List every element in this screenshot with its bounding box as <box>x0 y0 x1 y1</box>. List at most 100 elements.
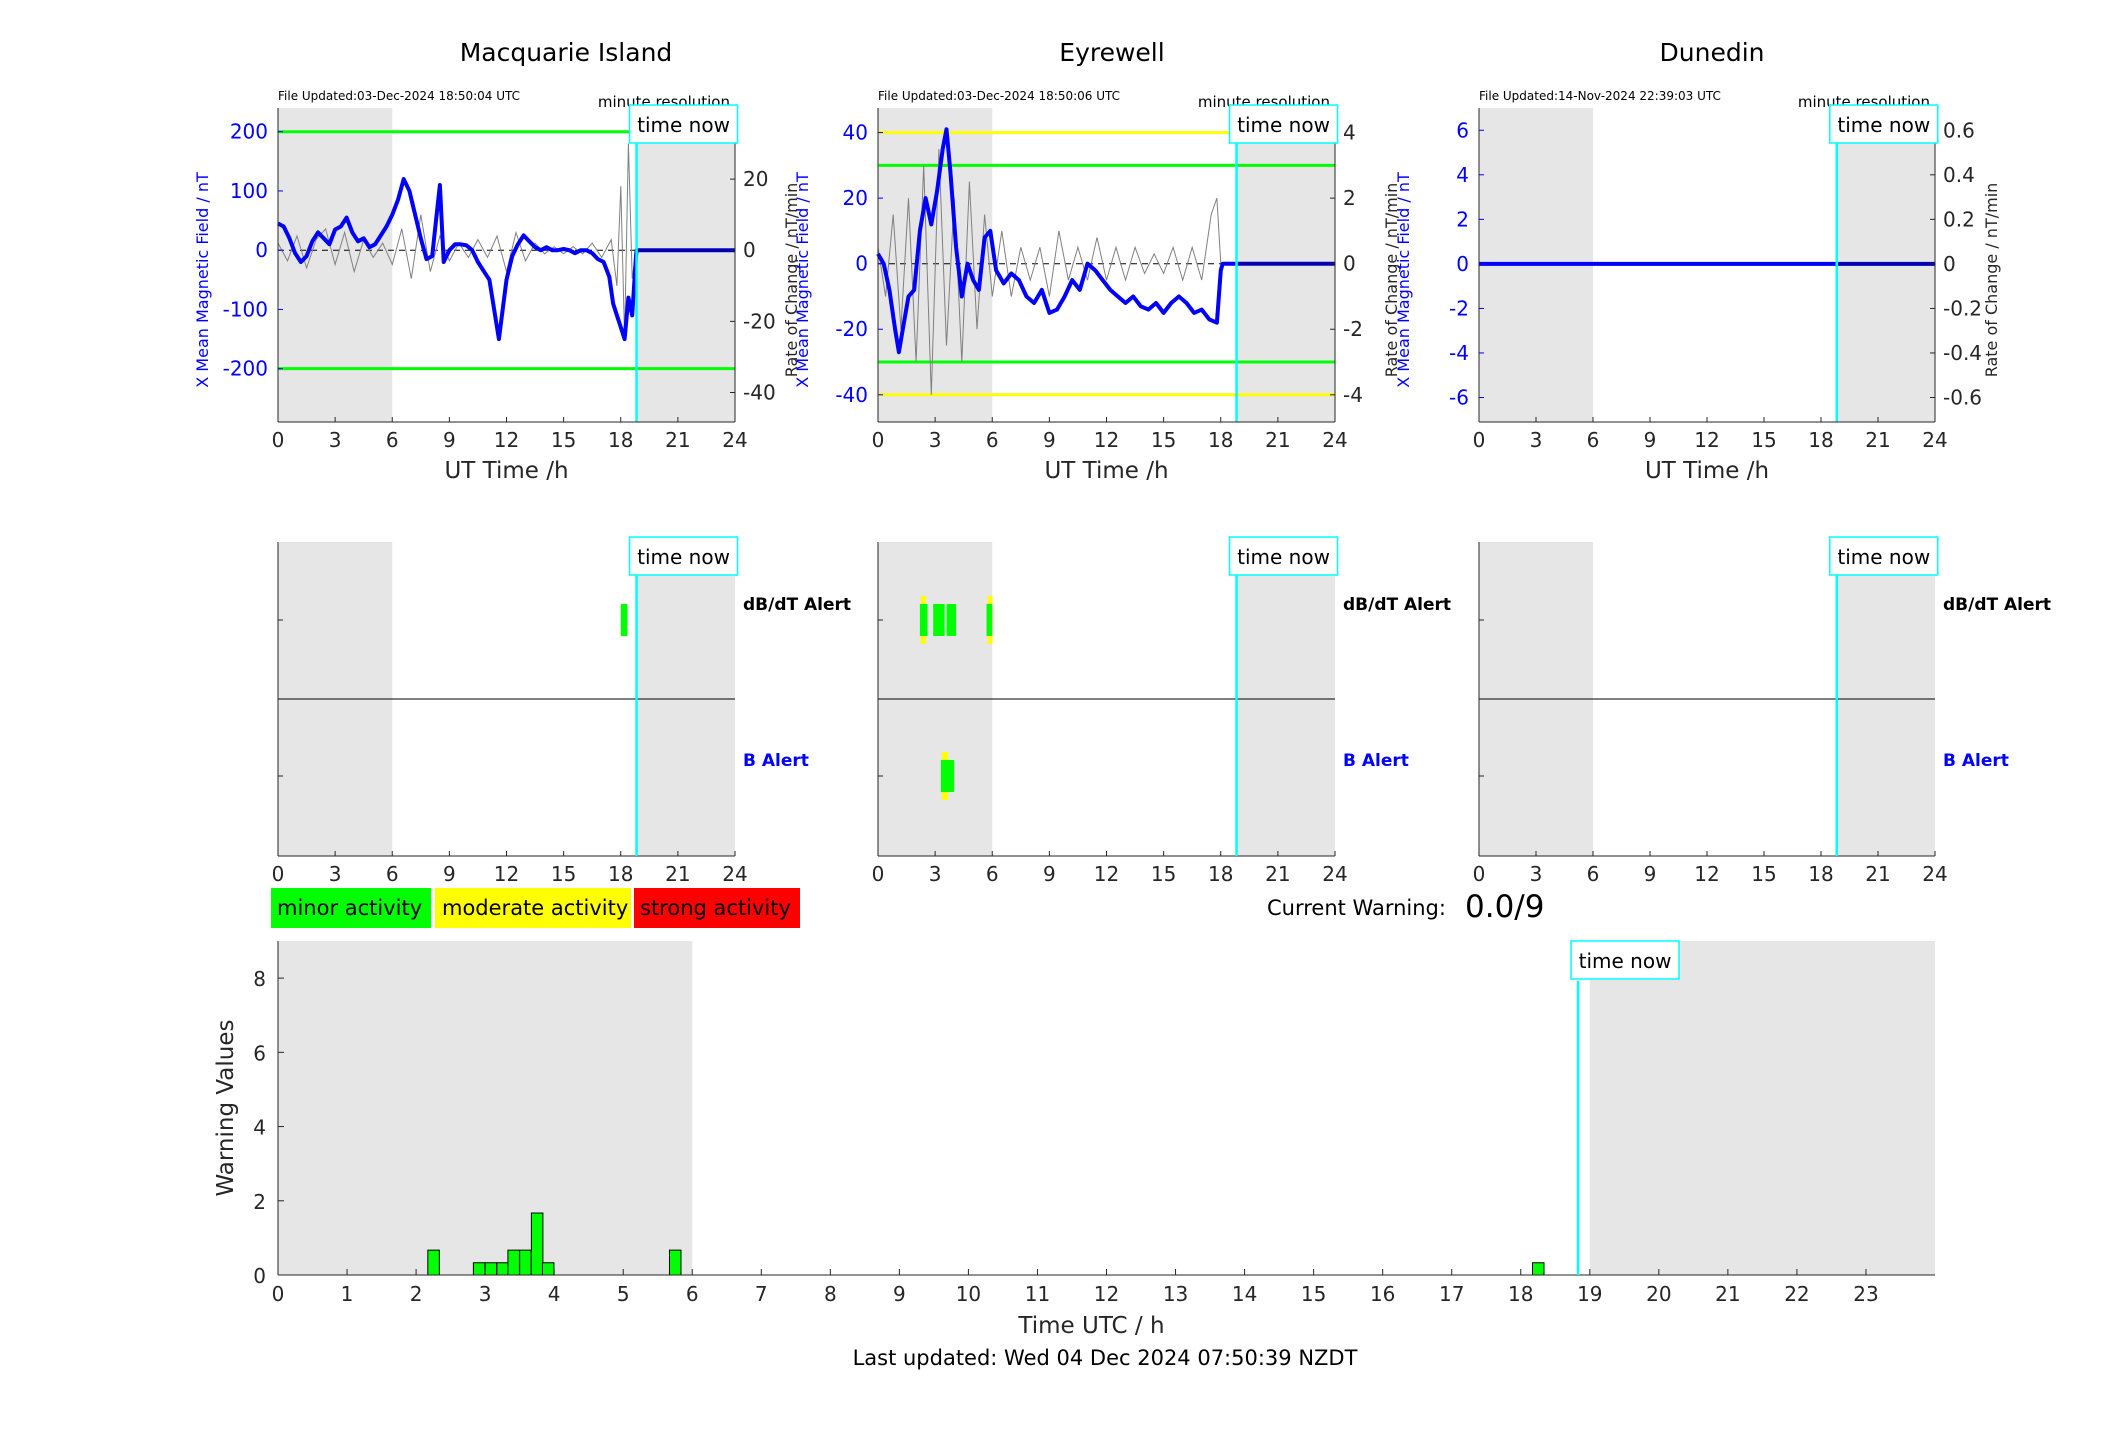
left-tick-label-macquarie-4: 200 <box>230 120 268 144</box>
bottom-night-shade-1 <box>1589 941 1935 1275</box>
bottom-x-tick-label-12: 12 <box>1094 1282 1119 1306</box>
file-updated-dunedin: File Updated:14-Nov-2024 22:39:03 UTC <box>1479 89 1721 103</box>
time-now-box-mid-eyrewell <box>1228 536 1339 576</box>
right-axis-label-macquarie: Rate of Change / nT/min <box>782 183 801 378</box>
alert-x-tick-label-macquarie-5: 15 <box>551 862 576 886</box>
x-tick-label-eyrewell-6: 18 <box>1208 428 1233 452</box>
alert-x-tick-label-macquarie-3: 9 <box>443 862 456 886</box>
x-tick-label-eyrewell-0: 0 <box>872 428 885 452</box>
field-series-macquarie <box>277 177 735 342</box>
x-tick-label-eyrewell-8: 24 <box>1322 428 1347 452</box>
right-tick-label-dunedin-3: 0 <box>1943 252 1956 276</box>
left-tick-label-dunedin-3: 0 <box>1456 252 1469 276</box>
alert-panel-macquarie: dB/dT Alert B Alert 0 3 6 9 12 15 18 21 24 time now <box>272 536 851 886</box>
x-tick-label-macquarie-7: 21 <box>665 428 690 452</box>
warning-bar-0 <box>427 1249 440 1276</box>
current-warning-value: 0.0/9 <box>1465 889 1544 925</box>
alert-x-tick-label-eyrewell-7: 21 <box>1265 862 1290 886</box>
alert-x-tick-label-eyrewell-2: 6 <box>986 862 999 886</box>
alert-x-tick-label-eyrewell-4: 12 <box>1094 862 1119 886</box>
legend-minor-label: minor activity <box>277 896 422 920</box>
bottom-y-tick-label-0: 0 <box>253 1264 266 1288</box>
time-now-label-bottom: time now <box>1579 949 1672 973</box>
x-axis-label-dunedin: UT Time /h <box>1645 458 1769 484</box>
alert-x-tick-label-eyrewell-3: 9 <box>1043 862 1056 886</box>
right-tick-label-macquarie-2: 0 <box>743 238 756 262</box>
alert-x-tick-label-dunedin-4: 12 <box>1694 862 1719 886</box>
left-tick-label-dunedin-5: 4 <box>1456 163 1469 187</box>
left-tick-label-dunedin-4: 2 <box>1456 207 1469 231</box>
left-tick-label-eyrewell-2: 0 <box>855 252 868 276</box>
legend-strong-swatch <box>634 888 800 928</box>
right-tick-label-eyrewell-1: -2 <box>1343 317 1363 341</box>
bottom-x-tick-label-2: 2 <box>410 1282 423 1306</box>
left-axis-label-macquarie: X Mean Magnetic Field / nT <box>193 172 212 388</box>
left-tick-label-macquarie-1: -100 <box>223 297 268 321</box>
alert-x-tick-label-dunedin-0: 0 <box>1473 862 1486 886</box>
bottom-x-tick-label-13: 13 <box>1163 1282 1188 1306</box>
left-tick-label-eyrewell-1: -20 <box>835 317 868 341</box>
x-tick-label-macquarie-6: 18 <box>608 428 633 452</box>
warning-bar-7 <box>541 1262 555 1276</box>
station-title-dunedin: Dunedin <box>1660 38 1765 67</box>
right-tick-label-eyrewell-4: 4 <box>1343 121 1356 145</box>
bottom-x-tick-label-5: 5 <box>617 1282 630 1306</box>
dbdt-alert-eyrewell-3 <box>986 604 993 636</box>
warning-bar-1 <box>472 1262 486 1276</box>
bottom-y-tick-label-1: 2 <box>253 1190 266 1214</box>
x-tick-label-macquarie-5: 15 <box>551 428 576 452</box>
right-tick-label-macquarie-3: 20 <box>743 167 768 191</box>
warning-bar-3 <box>496 1262 509 1276</box>
warning-bar-6 <box>530 1212 544 1276</box>
bottom-x-tick-label-11: 11 <box>1025 1282 1050 1306</box>
x-tick-label-macquarie-8: 24 <box>722 428 747 452</box>
x-tick-label-macquarie-3: 9 <box>443 428 456 452</box>
night-shade-macquarie-1 <box>636 108 735 422</box>
left-tick-label-dunedin-0: -6 <box>1449 386 1469 410</box>
time-now-box-top-eyrewell <box>1228 104 1339 144</box>
x-tick-label-eyrewell-2: 6 <box>986 428 999 452</box>
alert-x-tick-label-macquarie-6: 18 <box>608 862 633 886</box>
legend-moderate-swatch <box>435 888 631 928</box>
warning-bar-2 <box>484 1262 498 1276</box>
bottom-y-tick-label-4: 8 <box>253 967 266 991</box>
dbdt-alert-eyrewell-1 <box>933 604 945 636</box>
x-axis-label-macquarie: UT Time /h <box>444 458 568 484</box>
dbdt-alert-eyrewell-2 <box>946 604 957 636</box>
alert-x-tick-label-macquarie-0: 0 <box>272 862 285 886</box>
right-tick-label-eyrewell-2: 0 <box>1343 252 1356 276</box>
time-now-box-mid-macquarie <box>628 536 739 576</box>
last-updated: Last updated: Wed 04 Dec 2024 07:50:39 N… <box>853 1346 1358 1370</box>
time-now-box-mid-dunedin <box>1829 536 1939 576</box>
bottom-x-tick-label-17: 17 <box>1439 1282 1464 1306</box>
x-tick-label-eyrewell-1: 3 <box>929 428 942 452</box>
x-tick-label-dunedin-2: 6 <box>1587 428 1600 452</box>
right-tick-label-dunedin-0: -0.6 <box>1943 386 1982 410</box>
alert-x-tick-label-macquarie-2: 6 <box>386 862 399 886</box>
x-tick-label-eyrewell-4: 12 <box>1094 428 1119 452</box>
alert-x-tick-label-macquarie-8: 24 <box>722 862 747 886</box>
right-tick-label-dunedin-4: 0.2 <box>1943 207 1975 231</box>
x-tick-label-eyrewell-5: 15 <box>1151 428 1176 452</box>
legend-strong-label: strong activity <box>640 896 791 920</box>
left-axis-label-eyrewell: X Mean Magnetic Field / nT <box>793 172 812 388</box>
bottom-x-tick-label-1: 1 <box>341 1282 354 1306</box>
warning-bar-5 <box>519 1249 532 1276</box>
time-now-label-top-dunedin: time now <box>1837 113 1930 137</box>
bottom-x-axis-label: Time UTC / h <box>1017 1313 1164 1339</box>
alert-x-tick-label-macquarie-7: 21 <box>665 862 690 886</box>
field-series-eyrewell <box>876 127 1335 355</box>
x-tick-label-dunedin-0: 0 <box>1473 428 1486 452</box>
bottom-x-tick-label-16: 16 <box>1370 1282 1395 1306</box>
station-titles: Macquarie Island Eyrewell Dunedin <box>460 38 1765 67</box>
current-warning-label: Current Warning: <box>1267 896 1446 920</box>
time-now-label-mid-eyrewell: time now <box>1237 545 1330 569</box>
right-tick-label-eyrewell-3: 2 <box>1343 186 1356 210</box>
bottom-x-tick-label-6: 6 <box>686 1282 699 1306</box>
dbdt-alert-label-eyrewell: dB/dT Alert <box>1343 595 1451 615</box>
b-alert-label-macquarie: B Alert <box>743 751 809 771</box>
dbdt-alert-label-macquarie: dB/dT Alert <box>743 595 851 615</box>
